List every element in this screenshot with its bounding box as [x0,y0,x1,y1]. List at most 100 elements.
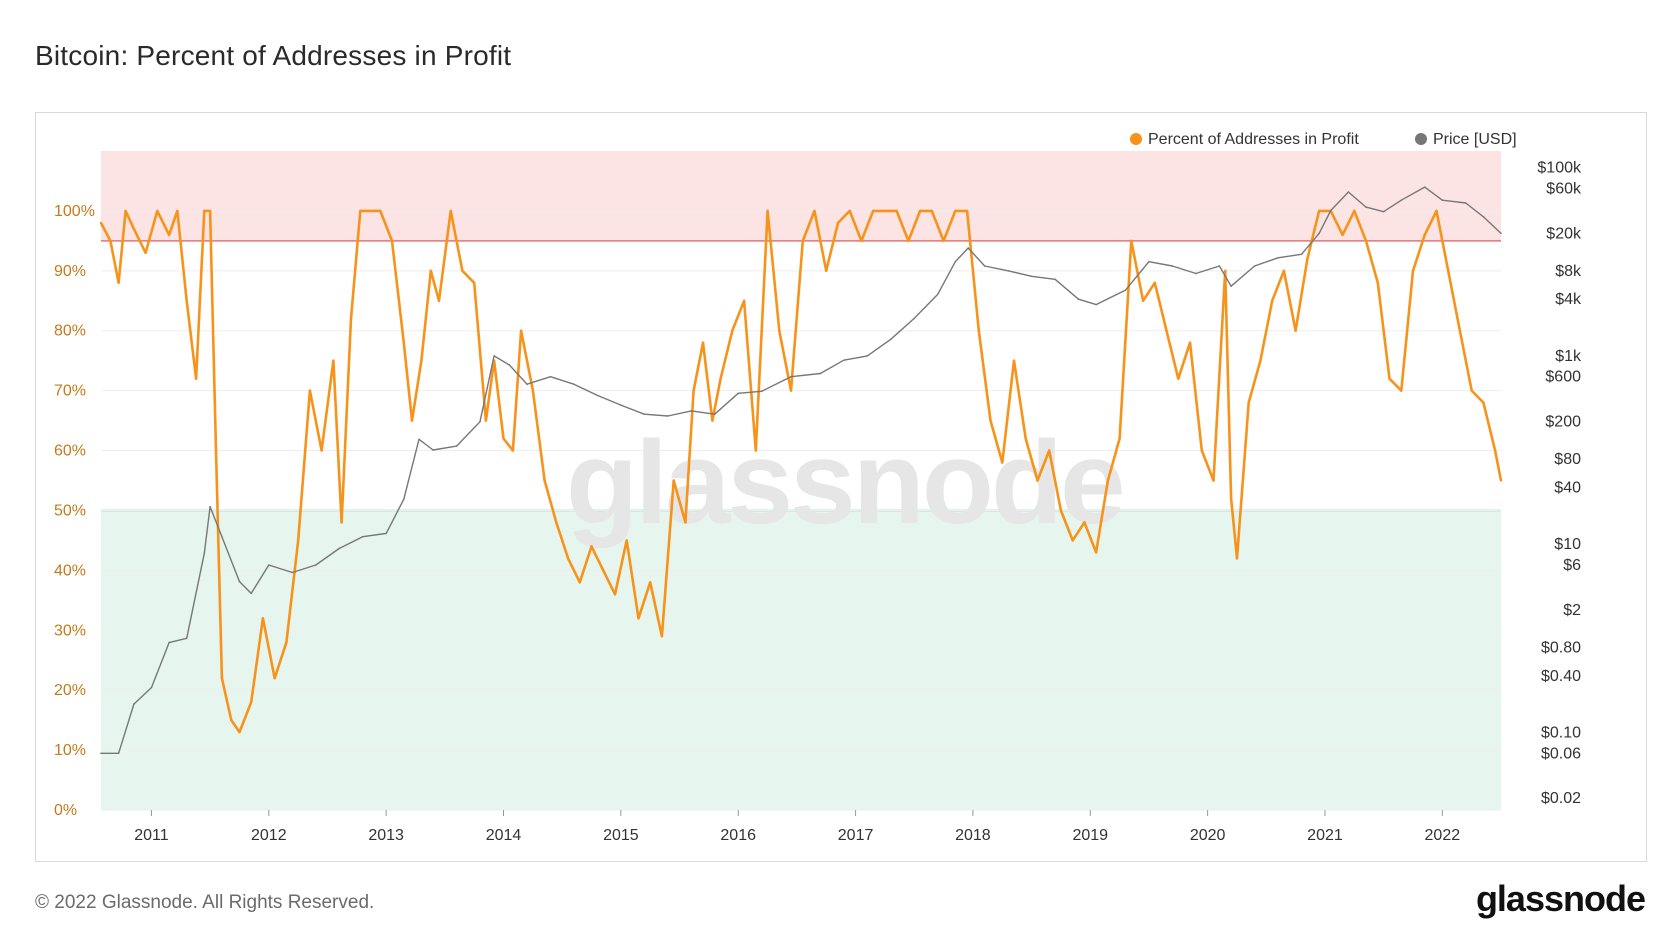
footer-logo: glassnode [1475,878,1646,919]
price-point [455,445,458,447]
profit-percent-point [194,377,198,380]
price-point [573,383,575,386]
profit-percent-point [340,521,343,524]
profit-percent-point [429,269,432,273]
profit-percent-point [649,581,652,584]
legend-price-label[interactable]: Price [USD] [1433,131,1517,148]
band-lower [101,510,1501,810]
profit-percent-point [273,677,276,680]
threshold-bands [101,151,1501,810]
profit-percent-point [1059,509,1063,512]
profit-percent-point [711,419,714,422]
price-point [117,752,120,755]
right-tick-label: $0.80 [1541,639,1581,656]
profit-percent-point [230,718,233,722]
price-point [913,317,916,320]
price-point [168,641,170,644]
profit-percent-point [1446,269,1450,273]
chart-title: Bitcoin: Percent of Addresses in Profit [35,40,512,71]
right-tick-label: $0.06 [1541,745,1581,762]
x-tick-label: 2015 [603,827,639,844]
x-axis: 2011 2012 2013 2014 2015 2016 2017 2018 2019 2020… [134,810,1460,844]
left-tick-label: 50% [54,502,86,519]
left-tick-label: 80% [54,323,86,340]
profit-percent-line [99,209,1503,734]
watermark: glassnode [566,417,1123,549]
profit-percent-point [99,221,103,225]
profit-percent-point [1130,239,1133,243]
profit-percent-point [1024,437,1027,440]
profit-percent-point [379,209,382,213]
price-point [1171,265,1174,267]
price-point [1464,202,1467,204]
right-tick-label: $0.10 [1541,724,1581,741]
profit-percent-point [109,239,112,243]
price-point [250,592,253,595]
profit-percent-point [1118,437,1121,440]
profit-percent-point [555,521,558,524]
chart-frame: glassnode 0% 10% 20% 30% 40% 50% 60% 70% 80% 90% 1… [35,112,1647,862]
profit-percent-point [825,269,828,273]
profit-percent-point [918,209,922,213]
price-point [889,338,892,341]
price-point [338,547,341,550]
profit-percent-point [1047,449,1051,452]
x-tick-label: 2011 [134,827,169,844]
x-tick-label: 2020 [1190,827,1226,844]
profit-percent-point [1247,401,1250,404]
profit-percent-point [124,209,127,213]
profit-percent-point [731,329,734,332]
profit-percent-point [220,677,224,680]
price-point [1230,285,1232,287]
x-tick-label: 2012 [251,827,287,844]
profit-percent-point [296,539,300,542]
right-tick-label: $6 [1563,557,1581,574]
left-tick-label: 30% [54,622,86,639]
price-point [314,564,317,566]
price-point [402,498,405,501]
price-point [479,420,481,423]
left-tick-label: 10% [54,742,86,759]
x-tick-label: 2017 [838,827,874,844]
profit-percent-point [1001,461,1004,464]
right-tick-label: $20k [1546,225,1582,242]
price-point [1218,265,1221,267]
profit-percent-point [1012,359,1016,362]
profit-percent-point [238,730,241,734]
profit-percent-point [566,557,570,560]
profit-percent-point [660,635,664,638]
profit-percent-point [742,299,746,302]
right-tick-label: $600 [1545,369,1581,386]
price-point [737,392,740,395]
price-point [133,703,135,705]
right-tick-label: $0.02 [1541,790,1581,807]
profit-percent-point [1165,329,1168,332]
price-point [936,293,939,296]
profit-percent-point [848,209,851,213]
profit-percent-point [1306,257,1309,261]
left-tick-label: 100% [54,203,95,220]
profit-percent-point [167,233,171,237]
profit-percent-point [701,341,705,344]
profit-percent-point [942,239,945,243]
profit-percent-point [359,209,362,213]
left-tick-label: 70% [54,383,86,400]
x-tick-label: 2014 [486,827,522,844]
profit-percent-point [578,581,581,584]
profit-percent-point [132,227,136,231]
profit-percent-point [1411,269,1415,273]
x-tick-label: 2018 [955,827,991,844]
price-point [526,383,528,386]
price-point [432,449,434,451]
price-point [361,535,364,538]
legend-profit-label[interactable]: Percent of Addresses in Profit [1148,131,1359,148]
profit-percent-point [1235,557,1239,560]
right-tick-label: $4k [1555,291,1582,308]
left-axis: 0% 10% 20% 30% 40% 50% 60% 70% 80% 90% 100% [54,203,95,819]
x-tick-label: 2021 [1307,827,1343,844]
price-point [866,355,869,357]
band-upper [101,151,1501,241]
right-tick-label: $10 [1554,536,1581,553]
profit-percent-point [1188,341,1192,344]
profit-percent-point [836,221,840,225]
